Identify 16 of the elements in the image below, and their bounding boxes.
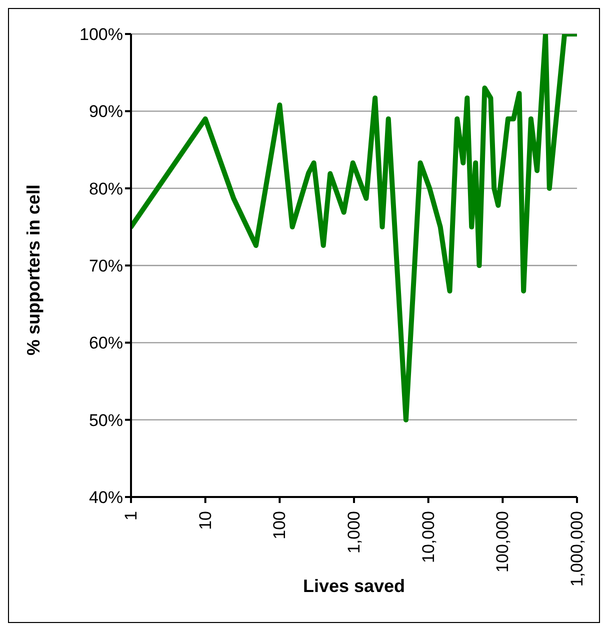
y-tick-label: 40% — [88, 488, 123, 508]
x-tick-label: 1,000,000 — [568, 511, 586, 587]
x-axis-title: Lives saved — [302, 576, 406, 596]
x-tick-label: 1 — [122, 511, 140, 520]
y-tick-label: 100% — [80, 25, 123, 44]
x-tick-label: 10,000 — [418, 511, 438, 563]
x-tick-label: 100 — [270, 511, 290, 540]
y-tick-label: 90% — [88, 102, 123, 122]
y-tick-label: 80% — [88, 179, 123, 198]
y-axis-title: % supporters in cell — [23, 184, 44, 356]
y-tick-label: 60% — [88, 334, 123, 353]
x-tick-label: 100,000 — [493, 511, 512, 572]
x-tick-label: 10 — [196, 511, 215, 530]
x-tick-label: 1,000 — [344, 511, 364, 554]
y-tick-label: 70% — [88, 256, 123, 276]
y-tick-label: 50% — [88, 410, 123, 430]
